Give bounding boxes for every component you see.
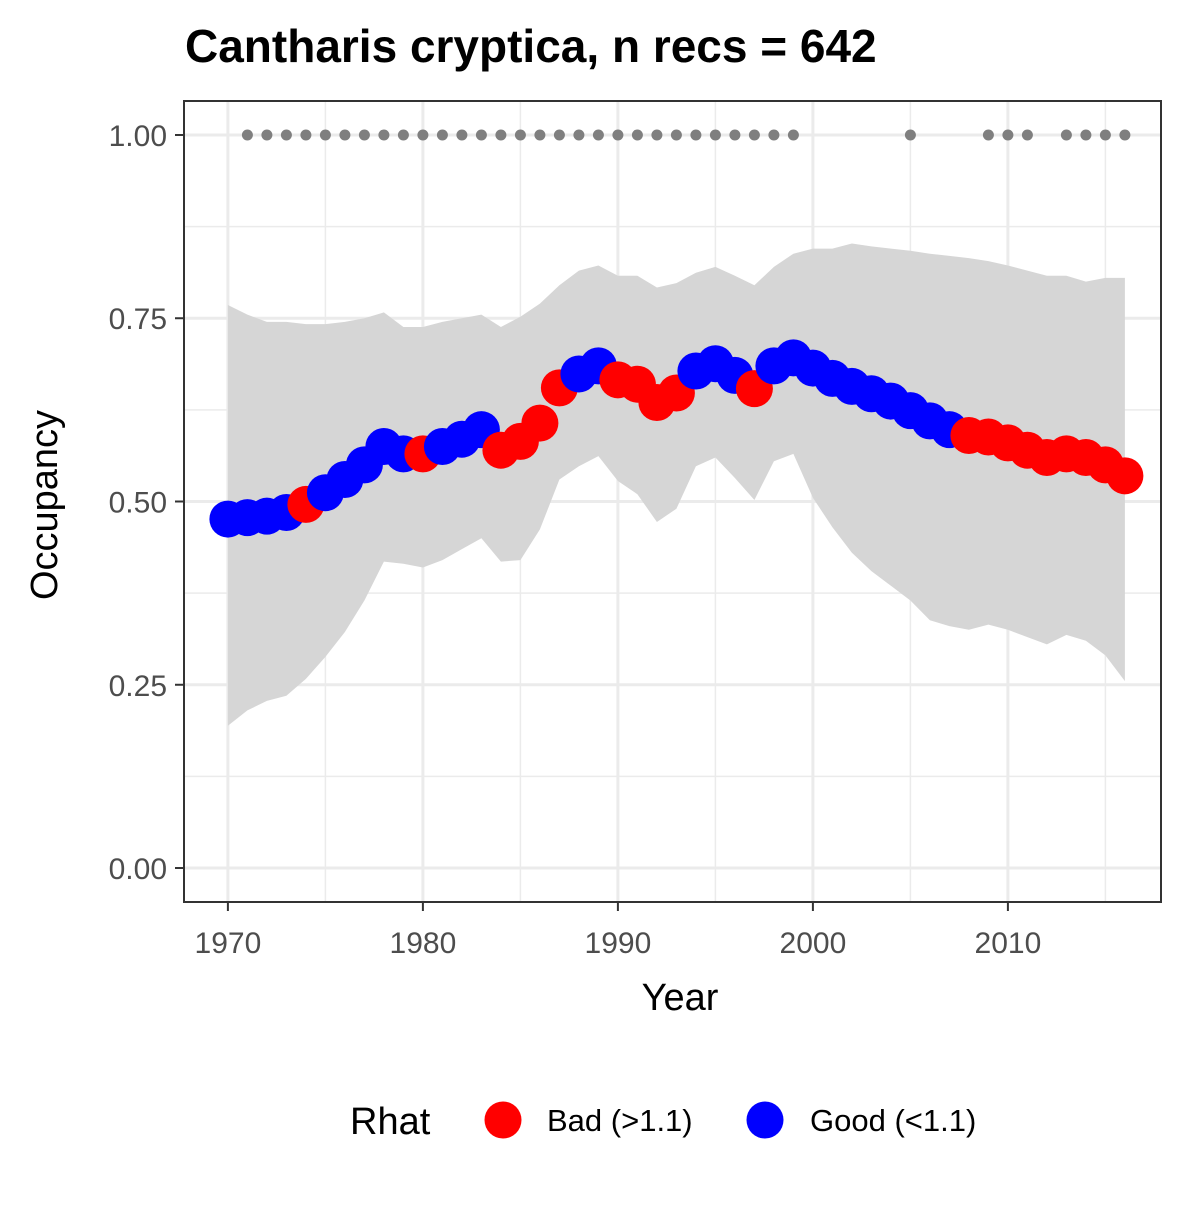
record-dot <box>768 129 779 140</box>
y-tick-label: 1.00 <box>109 120 167 153</box>
x-tick-label: 2000 <box>780 927 847 960</box>
record-dot <box>320 129 331 140</box>
legend: Rhat Bad (>1.1) Good (<1.1) <box>350 1101 976 1143</box>
record-dot <box>261 129 272 140</box>
record-dot <box>281 129 292 140</box>
record-dot <box>788 129 799 140</box>
record-dot <box>554 129 565 140</box>
legend-label: Good (<1.1) <box>810 1103 976 1138</box>
record-dot <box>651 129 662 140</box>
record-dot <box>300 129 311 140</box>
record-dot <box>1061 129 1072 140</box>
record-dot <box>1002 129 1013 140</box>
record-dot <box>534 129 545 140</box>
record-dot <box>612 129 623 140</box>
record-dot <box>573 129 584 140</box>
legend-key <box>747 1102 784 1139</box>
x-tick-label: 2010 <box>975 927 1042 960</box>
record-dot <box>632 129 643 140</box>
y-tick-label: 0.75 <box>109 303 167 336</box>
y-tick-label: 0.00 <box>109 853 167 886</box>
record-dot <box>1100 129 1111 140</box>
record-dot <box>710 129 721 140</box>
record-dot <box>515 129 526 140</box>
record-dot <box>690 129 701 140</box>
record-dot <box>339 129 350 140</box>
record-dot <box>476 129 487 140</box>
legend-key <box>485 1102 522 1139</box>
legend-label: Bad (>1.1) <box>547 1103 693 1138</box>
record-dot <box>1022 129 1033 140</box>
y-tick-label: 0.50 <box>109 487 167 520</box>
x-axis: 1970 1980 1990 2000 2010 <box>195 902 1042 960</box>
record-dot <box>749 129 760 140</box>
record-dot <box>437 129 448 140</box>
record-dot <box>378 129 389 140</box>
x-axis-label: Year <box>642 977 719 1019</box>
record-dot <box>593 129 604 140</box>
x-tick-label: 1970 <box>195 927 262 960</box>
record-dot <box>456 129 467 140</box>
record-dot <box>671 129 682 140</box>
record-dot <box>1119 129 1130 140</box>
occupancy-point <box>1106 457 1143 494</box>
record-dot <box>1080 129 1091 140</box>
record-dot <box>242 129 253 140</box>
legend-title: Rhat <box>350 1101 431 1143</box>
y-axis-label: Occupancy <box>24 410 66 600</box>
record-dot <box>983 129 994 140</box>
x-tick-label: 1980 <box>390 927 457 960</box>
occupancy-point <box>521 405 558 442</box>
record-dot <box>495 129 506 140</box>
y-tick-label: 0.25 <box>109 670 167 703</box>
x-tick-label: 1990 <box>585 927 652 960</box>
y-axis: 0.00 0.25 0.50 0.75 1.00 <box>109 120 184 886</box>
chart-title: Cantharis cryptica, n recs = 642 <box>185 20 877 72</box>
record-dot <box>905 129 916 140</box>
record-dot <box>729 129 740 140</box>
record-dot <box>359 129 370 140</box>
record-dot <box>398 129 409 140</box>
record-dot <box>417 129 428 140</box>
